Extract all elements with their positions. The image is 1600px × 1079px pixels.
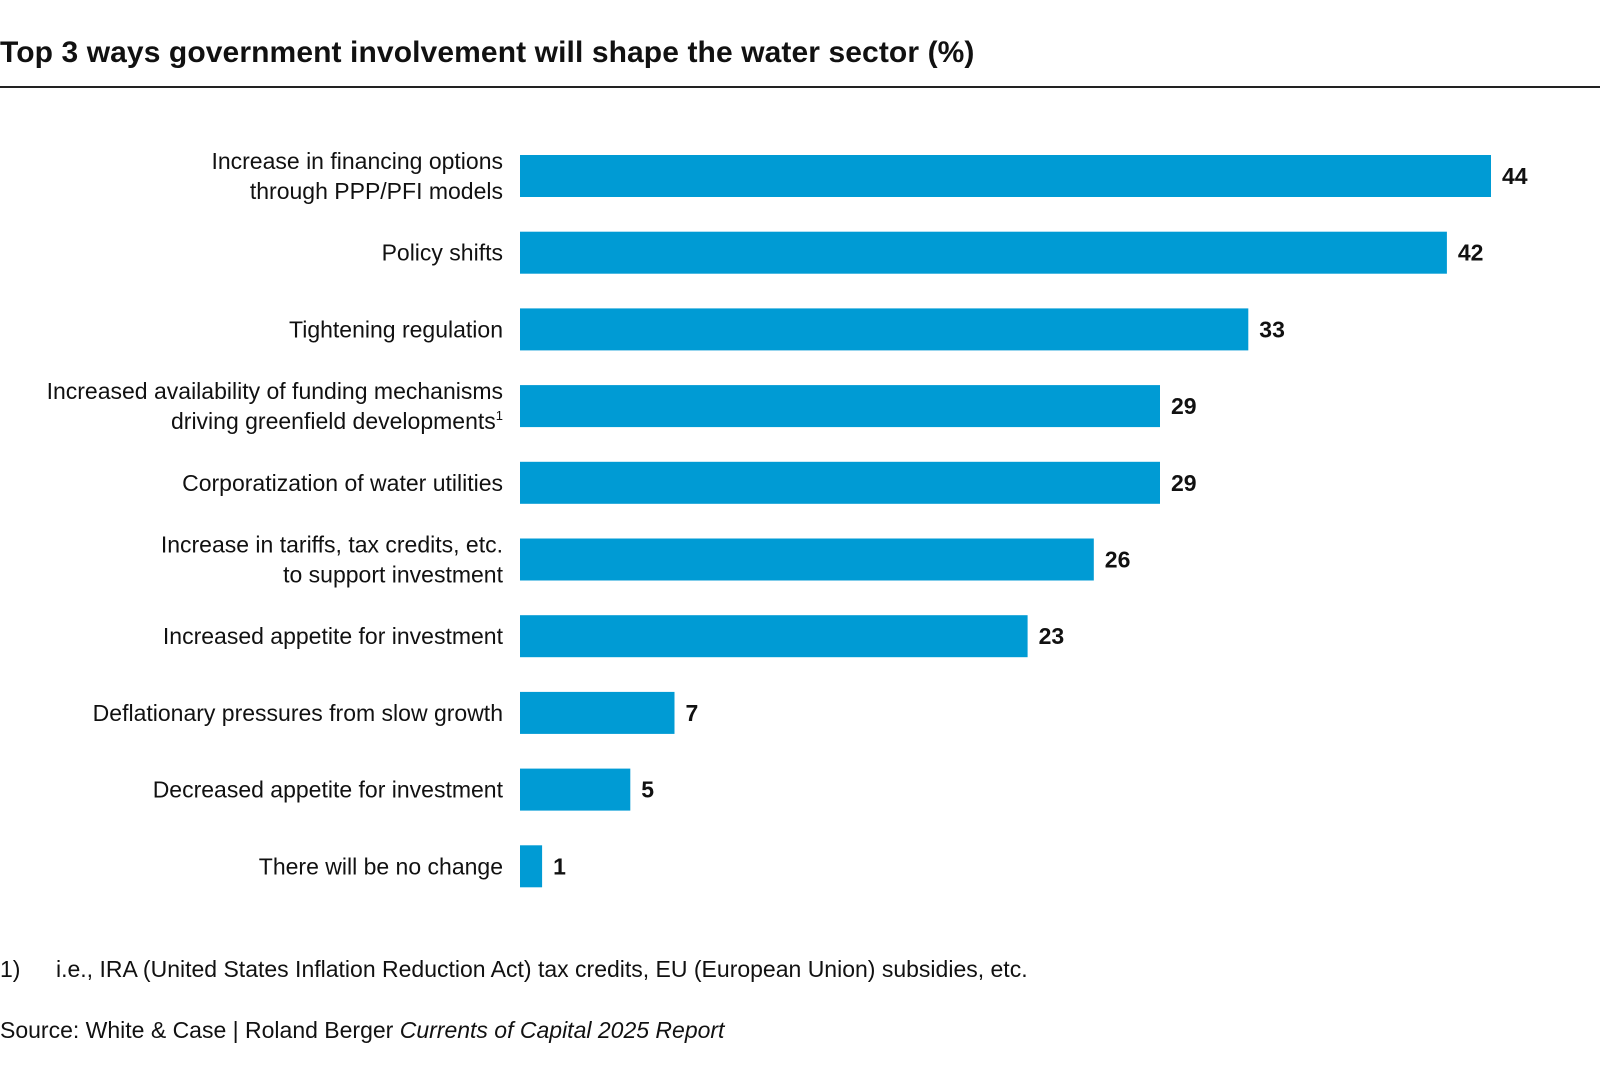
value-label-3: 33	[1259, 316, 1285, 342]
value-label-8: 7	[686, 700, 699, 726]
footnote-text: i.e., IRA (United States Inflation Reduc…	[56, 956, 1028, 982]
footnote-marker: 1)	[0, 956, 21, 982]
category-label-4: Increased availability of funding mechan…	[47, 378, 503, 434]
footnote: 1) i.e., IRA (United States Inflation Red…	[0, 956, 1028, 983]
bar-6	[520, 538, 1094, 581]
value-label-2: 42	[1458, 240, 1484, 266]
bar-10	[520, 845, 543, 888]
category-label-7: Increased appetite for investment	[163, 623, 504, 649]
bar-1	[520, 155, 1491, 197]
category-label-3: Tightening regulation	[289, 316, 503, 342]
category-label-10: There will be no change	[259, 853, 503, 879]
category-label-6: Increase in tariffs, tax credits, etc. to…	[161, 532, 504, 588]
category-label-5: Corporatization of water utilities	[182, 470, 503, 496]
bar-chart: 44 Increase in financing options through P…	[47, 148, 1528, 888]
bar-4	[520, 385, 1160, 428]
value-label-5: 29	[1171, 470, 1197, 496]
title-divider	[0, 86, 1600, 88]
source-line: Source: White & Case | Roland Berger Cur…	[0, 1017, 724, 1044]
value-label-10: 1	[553, 853, 566, 879]
value-label-4: 29	[1171, 393, 1197, 419]
category-label-1: Increase in financing options through PPP…	[211, 148, 503, 204]
value-label-1: 44	[1502, 163, 1528, 189]
footnote-ref: 1	[496, 408, 503, 423]
category-label-8: Deflationary pressures from slow growth	[93, 700, 503, 726]
value-label-6: 26	[1105, 547, 1131, 573]
bar-5	[520, 461, 1160, 504]
bar-3	[520, 308, 1249, 351]
category-label-9: Decreased appetite for investment	[153, 777, 504, 803]
bar-2	[520, 231, 1447, 274]
bar-9	[520, 768, 631, 811]
chart-title: Top 3 ways government involvement will s…	[0, 36, 975, 69]
bar-7	[520, 615, 1028, 658]
source-report-title: Currents of Capital 2025 Report	[399, 1017, 725, 1043]
value-label-9: 5	[641, 777, 654, 803]
bar-8	[520, 691, 675, 734]
category-label-2: Policy shifts	[382, 240, 503, 266]
value-label-7: 23	[1039, 623, 1065, 649]
source-prefix: Source: White & Case | Roland Berger	[0, 1017, 400, 1043]
